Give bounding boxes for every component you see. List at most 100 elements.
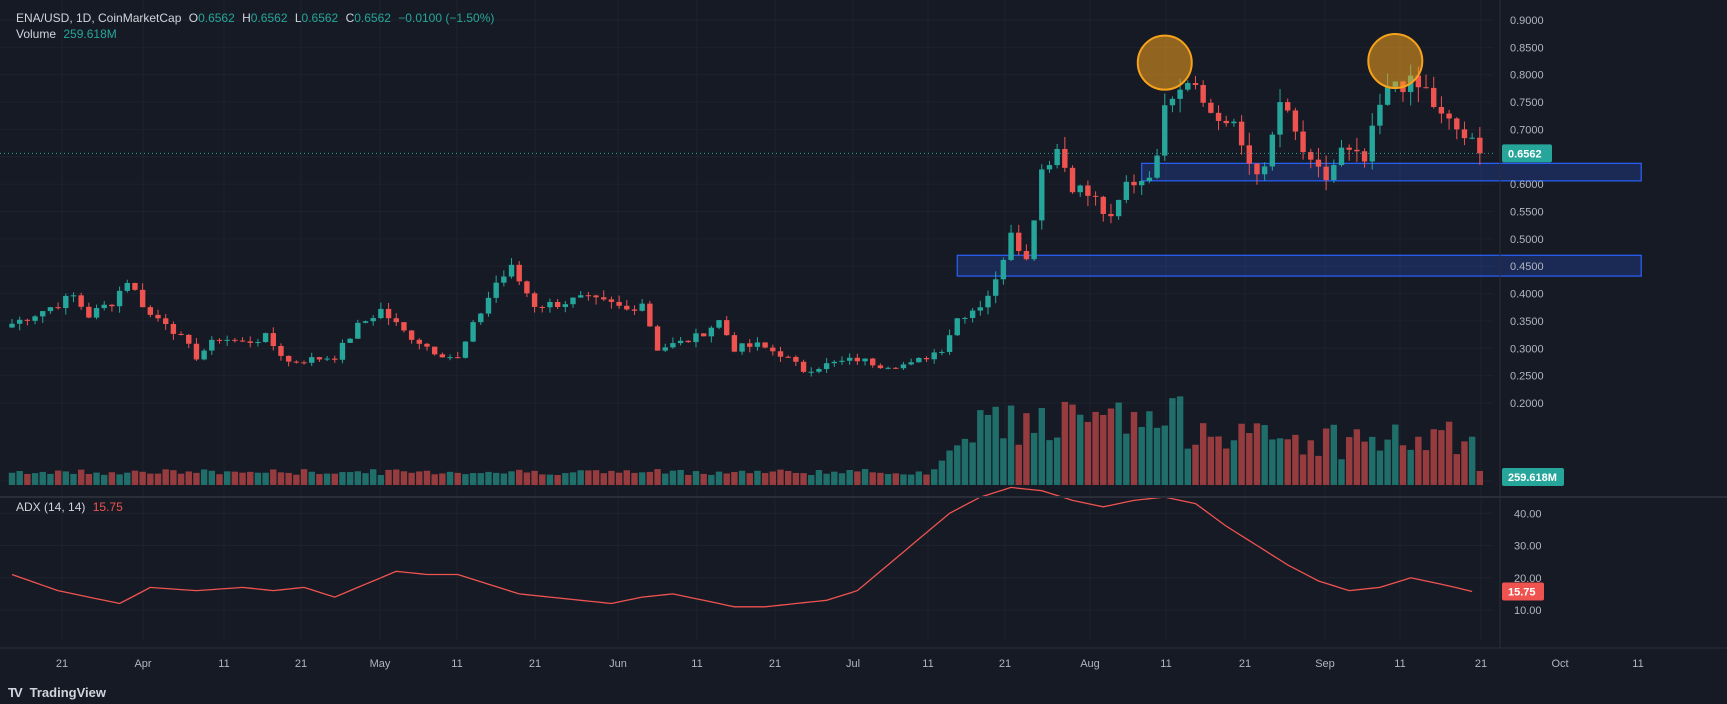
volume-bar <box>1338 459 1345 485</box>
candle <box>1231 118 1237 127</box>
candle <box>1254 162 1260 185</box>
candle <box>224 335 230 346</box>
candle <box>1008 224 1014 262</box>
peak-marker-circle <box>1367 33 1424 90</box>
adx-tick-label: 40.00 <box>1514 508 1542 520</box>
volume-bar <box>423 470 431 485</box>
candle <box>1138 179 1145 196</box>
volume-bar <box>1038 408 1045 485</box>
volume-bar <box>316 474 323 485</box>
volume-bar <box>1407 449 1414 485</box>
candle <box>785 355 791 358</box>
candle <box>186 334 192 349</box>
price-tick-label: 0.8000 <box>1510 70 1544 82</box>
candle <box>777 346 784 363</box>
volume-bar <box>931 469 938 485</box>
candle <box>124 279 130 293</box>
grid-lines <box>0 0 1493 640</box>
volume-bar <box>254 472 262 485</box>
volume-bar <box>116 474 123 485</box>
candle <box>508 258 515 279</box>
candle <box>1261 162 1268 181</box>
time-tick-label: 21 <box>295 658 307 670</box>
axes: 0.90000.85000.80000.75000.70000.65000.60… <box>0 0 1727 670</box>
candle <box>985 290 991 315</box>
candle <box>216 338 223 344</box>
volume-bar <box>646 471 654 485</box>
volume-bar <box>485 471 492 485</box>
candle <box>670 337 676 349</box>
candle <box>577 291 584 298</box>
time-tick-label: 21 <box>529 658 541 670</box>
volume-bar <box>300 469 308 485</box>
candle <box>462 341 469 359</box>
volume-bar <box>162 469 169 485</box>
candle <box>893 367 899 370</box>
candle <box>1031 220 1037 261</box>
candle <box>1461 121 1468 146</box>
candle <box>877 363 884 369</box>
volume-bar <box>1092 411 1099 485</box>
volume-bar <box>984 414 992 485</box>
candle <box>408 330 415 344</box>
volume-bar <box>331 473 338 485</box>
candle <box>1269 131 1276 171</box>
support-zone <box>1141 162 1642 182</box>
time-tick-label: 11 <box>218 658 229 670</box>
candle <box>1100 195 1106 222</box>
volume-bar <box>1430 429 1437 485</box>
svg-text:0.6562: 0.6562 <box>1508 148 1542 160</box>
candle <box>624 300 630 311</box>
adx-tick-label: 30.00 <box>1514 541 1542 553</box>
candle <box>1346 144 1352 161</box>
candle <box>916 357 922 363</box>
candle <box>946 329 953 355</box>
candle <box>201 348 207 361</box>
volume-bar <box>93 472 100 485</box>
volume-bar <box>531 470 538 485</box>
volume-bar <box>1461 441 1468 485</box>
tradingview-logo[interactable]: TV TradingView <box>8 685 106 700</box>
candle <box>524 280 530 298</box>
candle <box>754 337 761 351</box>
candle <box>378 302 384 320</box>
volume-bar <box>1399 445 1407 485</box>
candle <box>1108 203 1114 224</box>
time-tick-label: 11 <box>922 658 933 670</box>
svg-text:15.75: 15.75 <box>1508 586 1536 598</box>
volume-bar <box>539 474 546 485</box>
volume-bar <box>1100 414 1107 485</box>
support-zone <box>956 254 1642 277</box>
candle <box>455 352 461 359</box>
candle <box>1131 174 1137 194</box>
candle <box>1469 132 1475 140</box>
volume-value: 259.618M <box>63 27 117 41</box>
volume-bar <box>1307 440 1314 485</box>
volume-bar <box>761 473 769 485</box>
volume-bar <box>900 474 907 485</box>
time-tick-label: 21 <box>56 658 68 670</box>
candle <box>47 306 54 314</box>
volume-bar <box>585 470 592 485</box>
volume-bar <box>346 472 354 485</box>
candle <box>401 322 407 333</box>
candle <box>1046 160 1053 173</box>
volume-bar <box>193 472 200 485</box>
candle <box>908 358 914 366</box>
candle <box>178 331 184 336</box>
candle <box>1054 143 1060 169</box>
volume-bar <box>846 469 853 485</box>
time-tick-label: Jun <box>609 658 627 670</box>
volume-bar <box>293 474 300 485</box>
candle <box>770 344 776 356</box>
volume-bar <box>124 472 131 485</box>
volume-bar <box>954 445 961 485</box>
time-tick-label: 11 <box>691 658 702 670</box>
candle <box>470 319 476 343</box>
time-tick-label: 21 <box>769 658 781 670</box>
volume-bar <box>1015 444 1022 485</box>
candle <box>24 318 31 326</box>
volume-bar <box>738 470 746 485</box>
candle <box>285 355 292 367</box>
